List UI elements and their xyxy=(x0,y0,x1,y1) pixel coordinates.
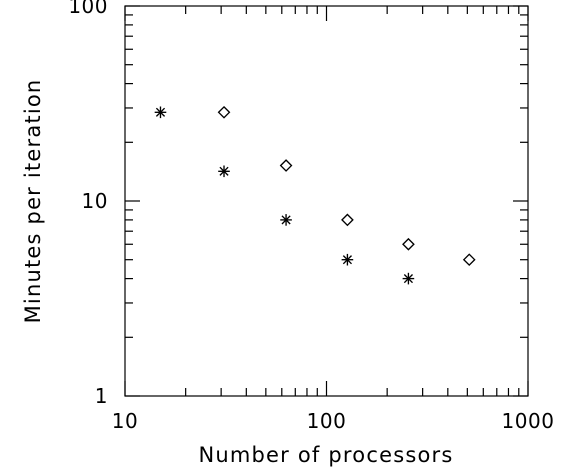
asterisk-stroke xyxy=(219,166,229,176)
x-tick-label-10: 10 xyxy=(112,409,138,433)
tick-layer xyxy=(124,5,529,397)
x-tick-label-1000: 1000 xyxy=(502,409,555,433)
asterisk-marker-1 xyxy=(154,106,167,119)
asterisk-marker-5 xyxy=(402,272,415,285)
asterisk-stroke xyxy=(403,274,413,284)
diamond-marker-2 xyxy=(279,159,293,172)
y-tick-label-10: 10 xyxy=(82,189,108,213)
diamond-marker-3 xyxy=(341,213,354,227)
diamond-marker-1 xyxy=(217,105,231,119)
marker-layer xyxy=(154,105,476,285)
asterisk-marker-4 xyxy=(341,253,354,266)
asterisk-stroke xyxy=(155,107,166,117)
asterisk-marker-2 xyxy=(218,165,230,178)
diamond-marker-5 xyxy=(462,253,476,267)
y-tick-label-100: 100 xyxy=(68,0,108,18)
x-axis-title: Number of processors xyxy=(198,443,453,467)
y-axis-title: Minutes per iteration xyxy=(21,79,45,324)
asterisk-stroke xyxy=(342,255,352,265)
diamond-marker-4 xyxy=(402,237,415,251)
plot-frame xyxy=(124,5,529,397)
asterisk-marker-3 xyxy=(280,214,292,226)
x-tick-label-100: 100 xyxy=(307,409,347,433)
asterisk-stroke xyxy=(281,215,291,225)
y-tick-label-1: 1 xyxy=(95,384,108,408)
